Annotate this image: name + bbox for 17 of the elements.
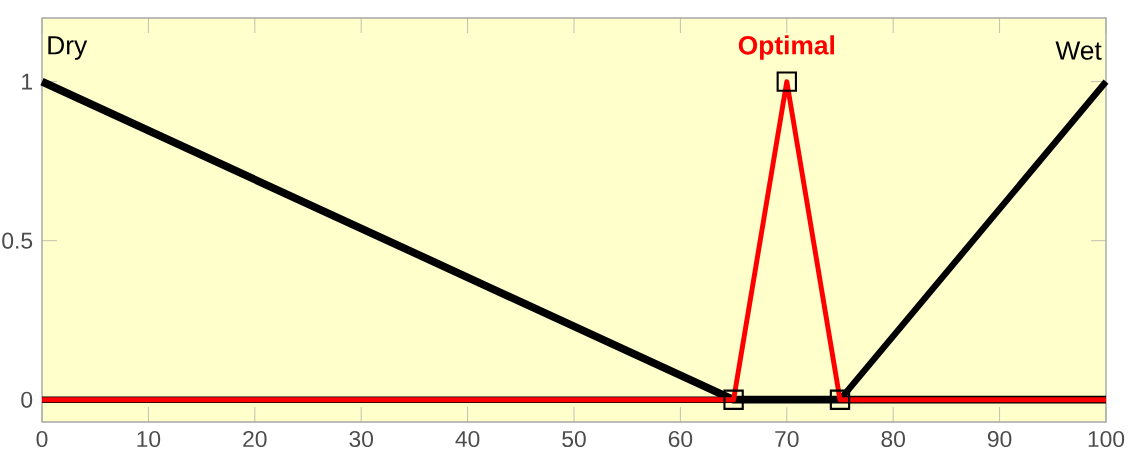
x-tick-label: 30 xyxy=(349,430,373,448)
y-tick-label: 1 xyxy=(22,73,32,90)
x-tick-label: 40 xyxy=(455,430,480,448)
x-tick-label: 70 xyxy=(775,430,799,448)
x-tick-label: 80 xyxy=(881,430,905,448)
y-tick-label: 0.5 xyxy=(2,232,33,249)
x-tick-label: 90 xyxy=(987,430,1012,448)
series-label: Wet xyxy=(1055,41,1102,60)
x-tick-label: 60 xyxy=(668,430,693,448)
y-tick-label: 0 xyxy=(21,391,33,408)
x-tick-label: 50 xyxy=(562,430,586,448)
series-label: Optimal xyxy=(738,35,834,60)
x-tick-label: 10 xyxy=(137,430,161,448)
x-tick-label: 100 xyxy=(1088,430,1125,448)
x-tick-label: 20 xyxy=(243,430,267,448)
series-label: Dry xyxy=(48,36,88,60)
x-tick-label: 0 xyxy=(36,430,48,448)
